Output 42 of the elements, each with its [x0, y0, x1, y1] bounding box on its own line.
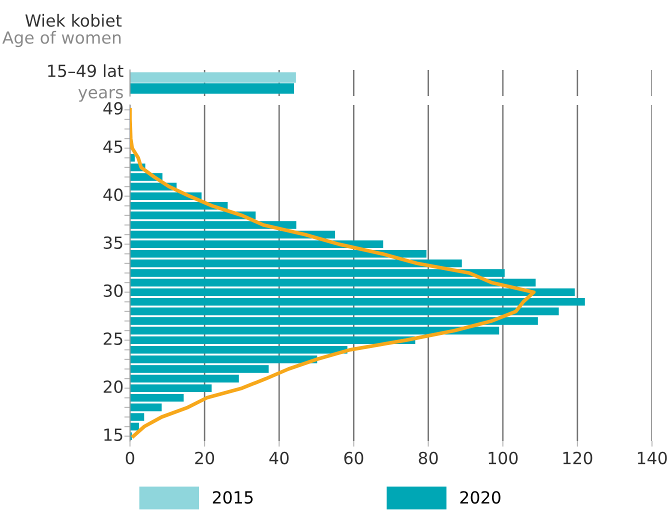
bar — [130, 230, 336, 238]
bar — [130, 336, 416, 344]
bar — [130, 298, 585, 306]
bar — [130, 221, 296, 229]
y-tick-label: 15–49 lat years — [48, 64, 124, 102]
x-tick-label: 20 — [195, 452, 214, 464]
bar — [130, 308, 559, 316]
bar — [130, 269, 505, 277]
x-tick-label: 120 — [563, 452, 592, 464]
bar — [130, 240, 384, 248]
y-tick-label: 20 — [104, 380, 123, 394]
bar — [130, 356, 318, 364]
bar — [130, 374, 239, 382]
bar — [130, 250, 426, 258]
bar — [130, 278, 536, 286]
bar — [130, 365, 269, 373]
y-tick-label: 30 — [104, 284, 123, 298]
x-tick-label: 80 — [418, 452, 438, 464]
y-tick-label: 15 — [104, 428, 122, 442]
x-tick-label: 60 — [344, 452, 364, 464]
y-tick-label: 45 — [103, 140, 122, 154]
y-tick-label: 49 — [103, 102, 123, 115]
bar — [130, 422, 139, 430]
x-tick-label: 100 — [488, 452, 518, 464]
x-tick-label: 40 — [269, 452, 289, 464]
y-tick-label: 40 — [103, 188, 123, 202]
bar — [130, 404, 162, 412]
bar — [130, 326, 500, 334]
bar — [130, 346, 348, 354]
bar — [130, 260, 462, 268]
bar — [130, 394, 184, 402]
y-tick-label: 25 — [104, 332, 122, 346]
bar — [130, 317, 538, 325]
y-axis-title: Wiek kobiet Age of women — [2, 14, 122, 48]
bar — [130, 288, 575, 296]
bar — [130, 413, 144, 421]
legend-label: 2020 — [460, 491, 500, 504]
y-tick-label: 35 — [104, 236, 122, 250]
x-tick-label: 140 — [638, 452, 667, 464]
x-tick-label: 0 — [126, 452, 134, 464]
legend-label: 2015 — [212, 491, 253, 504]
bar — [130, 384, 212, 392]
